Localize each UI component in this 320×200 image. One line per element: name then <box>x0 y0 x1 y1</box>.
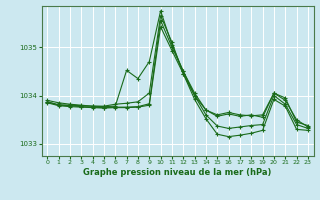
X-axis label: Graphe pression niveau de la mer (hPa): Graphe pression niveau de la mer (hPa) <box>84 168 272 177</box>
